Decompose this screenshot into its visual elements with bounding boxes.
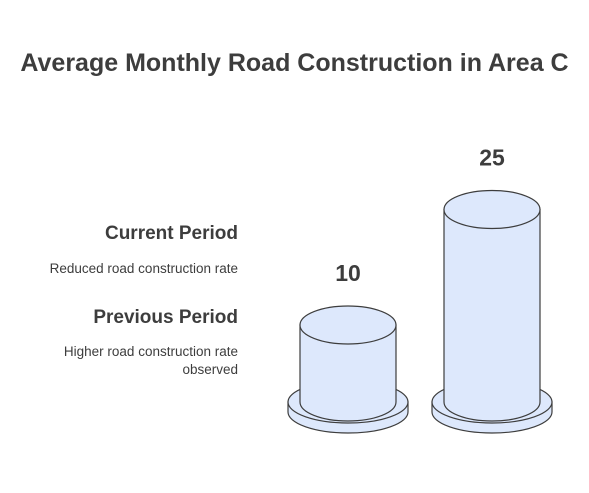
chart-title: Average Monthly Road Construction in Are… [20,49,569,77]
legend-item-previous-period: Previous Period Higher road construction… [8,307,238,379]
legend-description-current-period: Reduced road construction rate [49,261,238,276]
legend-description-previous-period: Higher road construction rate observed [63,344,238,377]
bar-top-current-period [299,305,397,345]
legend-item-current-period: Current Period Reduced road construction… [8,223,238,278]
bar-top-previous-period [443,189,541,230]
legend-label-current-period: Current Period [104,223,238,244]
data-label-previous-period: 25 [479,145,505,171]
bar-previous-period [443,208,541,422]
legend-label-previous-period: Previous Period [93,307,238,328]
data-label-current-period: 10 [335,260,361,286]
bar-current-period [299,324,397,422]
